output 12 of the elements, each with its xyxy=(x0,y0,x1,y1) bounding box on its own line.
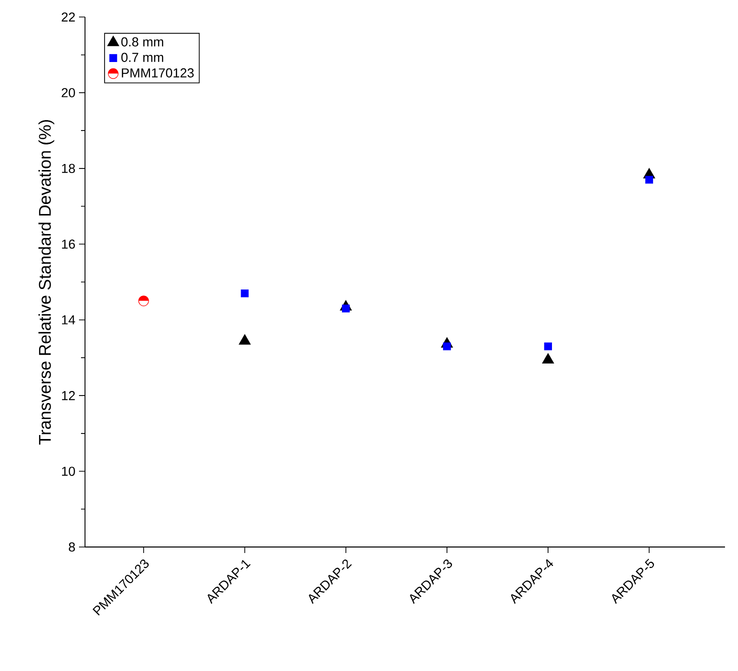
y-tick-label: 14 xyxy=(62,315,76,324)
legend-label: PMM170123 xyxy=(122,68,194,78)
y-tick-label: 8 xyxy=(68,542,75,552)
legend-label: 0.7 mm xyxy=(121,52,164,62)
y-tick-label: 20 xyxy=(62,88,75,98)
y-tick-label: 22 xyxy=(62,12,75,22)
y-tick-label: 18 xyxy=(62,164,75,174)
y-axis-title: Transverse Relative Standard Devation (%) xyxy=(38,120,54,445)
legend-label: 0.8 mm xyxy=(121,37,164,46)
y-tick-label: 16 xyxy=(62,240,75,249)
y-tick-label: 10 xyxy=(62,466,75,476)
y-tick-label: 12 xyxy=(62,391,75,400)
